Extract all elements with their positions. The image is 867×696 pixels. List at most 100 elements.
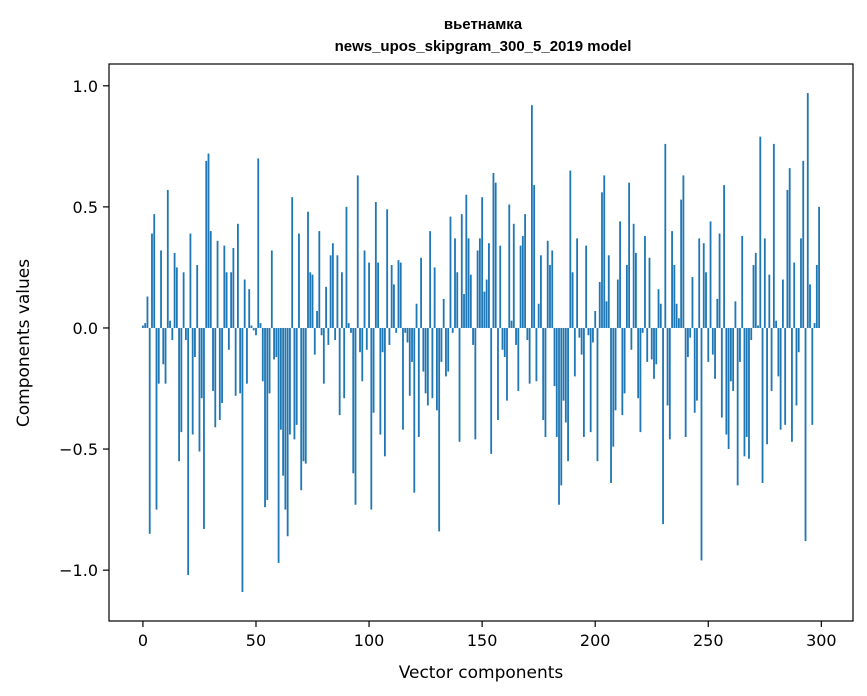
bar-92: [350, 327, 352, 333]
bar-71: [302, 327, 305, 462]
bar-255: [718, 233, 721, 328]
bar-10: [164, 327, 167, 384]
bar-17: [180, 327, 183, 433]
bar-53: [261, 327, 264, 382]
bar-135: [447, 327, 450, 372]
bar-287: [791, 327, 793, 442]
bar-292: [802, 160, 805, 328]
bar-133: [442, 298, 445, 328]
bar-172: [530, 105, 533, 328]
bar-12: [169, 320, 171, 328]
bar-245: [696, 327, 698, 401]
bar-195: [582, 327, 585, 437]
bar-149: [478, 238, 481, 328]
bar-296: [811, 327, 814, 425]
bar-41: [234, 327, 237, 396]
bar-77: [316, 311, 318, 328]
bar-261: [732, 327, 735, 391]
bar-75: [311, 274, 314, 328]
bar-50: [255, 327, 257, 336]
y-axis-ticks: −1.0 −0.5 0.0 0.5 1.0: [59, 77, 109, 580]
bar-291: [800, 238, 802, 328]
bar-142: [463, 294, 465, 328]
bar-270: [752, 265, 755, 328]
bar-70: [300, 327, 303, 491]
bar-189: [569, 170, 572, 328]
y-axis-label: Components values: [14, 259, 34, 427]
bar-217: [632, 223, 635, 328]
bar-116: [404, 327, 407, 333]
bar-294: [806, 93, 809, 328]
bar-91: [347, 323, 350, 328]
bar-165: [515, 327, 517, 345]
bar-78: [318, 231, 321, 328]
bar-130: [436, 327, 438, 411]
bar-150: [481, 197, 484, 328]
bar-20: [187, 327, 190, 575]
bar-3: [148, 327, 151, 534]
bar-111: [393, 284, 395, 328]
bar-58: [273, 327, 275, 360]
bar-18: [182, 272, 185, 328]
bar-119: [411, 327, 413, 362]
bar-61: [279, 327, 282, 430]
bar-73: [307, 211, 309, 328]
bar-104: [377, 262, 380, 328]
bar-114: [399, 262, 402, 328]
bar-281: [777, 327, 780, 377]
bar-9: [162, 327, 165, 365]
bar-143: [465, 194, 468, 328]
bar-118: [408, 327, 411, 396]
bar-221: [641, 327, 644, 333]
bar-212: [621, 327, 624, 416]
bar-194: [580, 327, 583, 355]
bar-286: [788, 168, 791, 328]
bar-250: [707, 327, 710, 362]
bar-295: [809, 284, 811, 328]
x-tick-label: 100: [354, 631, 385, 650]
bar-163: [510, 320, 513, 328]
bar-101: [370, 327, 373, 510]
bar-244: [693, 327, 696, 413]
bar-216: [630, 327, 633, 350]
bar-280: [775, 320, 778, 328]
bar-210: [616, 279, 619, 328]
bar-272: [757, 325, 759, 328]
bar-155: [492, 172, 495, 328]
bar-94: [354, 327, 357, 505]
bar-183: [555, 327, 558, 437]
bar-112: [395, 327, 398, 333]
bar-2: [146, 296, 149, 328]
bar-34: [218, 327, 221, 420]
bar-72: [304, 327, 307, 464]
bar-224: [648, 257, 651, 328]
bar-24: [196, 265, 199, 328]
bar-44: [241, 327, 244, 592]
bar-222: [644, 235, 646, 328]
bar-196: [585, 245, 588, 328]
bar-249: [705, 272, 707, 328]
bar-144: [467, 238, 470, 328]
x-axis-label: Vector components: [399, 663, 564, 683]
bar-100: [368, 262, 370, 328]
bar-79: [320, 327, 323, 336]
bar-230: [662, 327, 664, 525]
bar-55: [266, 327, 269, 500]
bar-265: [741, 235, 744, 328]
bar-277: [768, 274, 771, 328]
bar-157: [497, 327, 499, 420]
bar-158: [499, 245, 502, 328]
bar-178: [544, 327, 547, 437]
bar-231: [664, 143, 667, 328]
bar-283: [781, 279, 784, 328]
bar-64: [286, 327, 289, 537]
bar-60: [277, 327, 280, 563]
bar-4: [151, 233, 153, 328]
bar-193: [578, 327, 581, 338]
bar-139: [456, 272, 459, 328]
y-tick-label: 0.0: [73, 319, 98, 338]
bar-128: [431, 327, 434, 399]
bar-8: [160, 250, 162, 328]
bar-241: [687, 327, 689, 358]
bar-7: [157, 327, 160, 384]
